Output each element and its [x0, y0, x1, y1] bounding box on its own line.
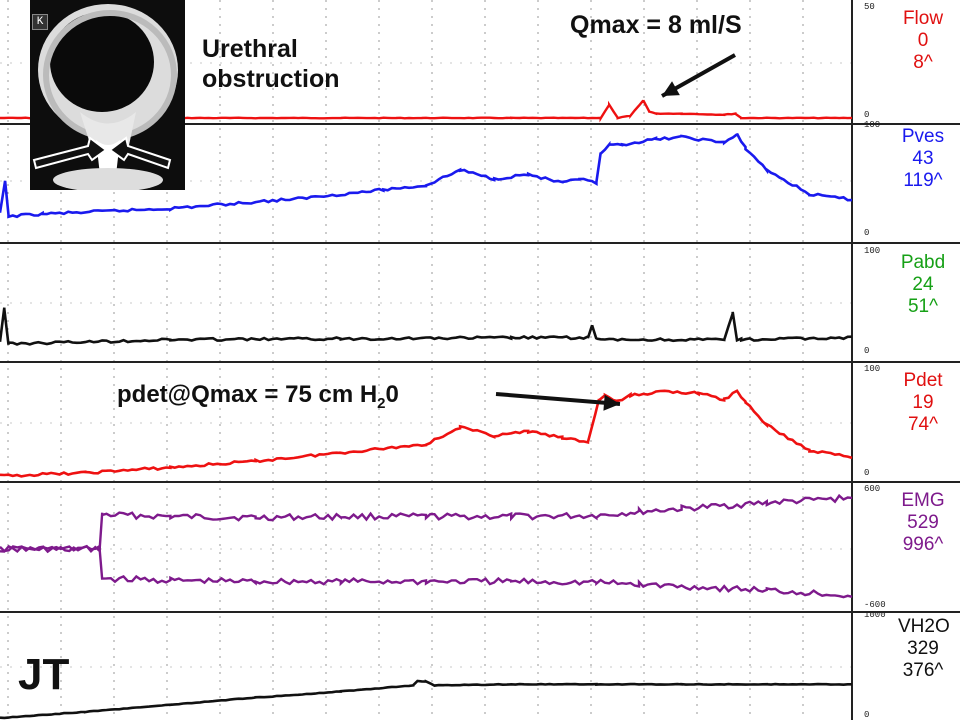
qmax-arrow [661, 53, 736, 98]
channel-name-flow: Flow [902, 8, 944, 29]
pdet-label-end: 0 [385, 381, 399, 408]
series-line-pabd [0, 307, 853, 346]
scale-bottom-pabd: 0 [864, 346, 870, 356]
series-line-pves [0, 132, 853, 219]
channel-current-flow: 0 [917, 30, 929, 51]
series-line-pdet [0, 389, 853, 478]
urethral-label-line1: Urethral [202, 35, 298, 63]
channel-name-vh2o: VH2O [898, 616, 950, 637]
pdet-arrow [495, 392, 621, 411]
channel-name-pves: Pves [901, 126, 945, 147]
channel-name-pabd: Pabd [900, 252, 946, 273]
pdet-at-qmax-label: pdet@Qmax = 75 cm H20 [117, 381, 399, 412]
channel-current-pdet: 19 [912, 392, 934, 413]
channel-peak-flow: 8^ [913, 52, 933, 73]
scale-bottom-pdet: 0 [864, 468, 870, 478]
channel-peak-pabd: 51^ [907, 296, 939, 317]
scale-bottom-flow: 0 [864, 110, 870, 120]
urethral-label-line2: obstruction [202, 65, 340, 93]
scale-top-pabd: 100 [864, 246, 881, 256]
channel-peak-vh2o: 376^ [902, 660, 944, 681]
annotation-arrows [495, 53, 736, 411]
scale-bottom-vh2o: 0 [864, 710, 870, 720]
xray-marker-badge: K [32, 14, 48, 30]
pdet-arrow-shaft [495, 392, 621, 406]
channel-peak-emg: 996^ [902, 534, 944, 555]
channel-label-flow: Flow 0 8^ [898, 8, 948, 74]
pdet-arrow-head [603, 394, 620, 411]
channel-peak-pdet: 74^ [907, 414, 939, 435]
cystogram-image: K [30, 0, 185, 190]
channel-current-pabd: 24 [912, 274, 934, 295]
channel-label-vh2o: VH2O 329 376^ [898, 616, 950, 682]
scale-top-vh2o: 1000 [864, 610, 886, 620]
channel-current-vh2o: 329 [907, 638, 939, 659]
channel-label-pabd: Pabd 24 51^ [898, 252, 948, 318]
qmax-arrow-head [662, 81, 680, 96]
pdet-label-main: pdet@Qmax = 75 cm H [117, 381, 378, 408]
qmax-label: Qmax = 8 ml/S [570, 11, 742, 39]
scale-bottom-emg: -600 [864, 600, 886, 610]
channel-current-pves: 43 [912, 148, 934, 169]
pdet-label-sub: 2 [377, 394, 386, 412]
scale-top-pves: 100 [864, 120, 881, 130]
channel-label-pdet: Pdet 19 74^ [898, 370, 948, 436]
channel-current-emg: 529 [907, 512, 939, 533]
series-line-emg-upper [0, 493, 853, 554]
scale-bottom-pves: 0 [864, 228, 870, 238]
channel-label-emg: EMG 529 996^ [898, 490, 948, 556]
series-line-vh2o [0, 679, 852, 720]
channel-name-emg: EMG [901, 490, 945, 511]
scale-top-flow: 50 [864, 2, 875, 12]
channel-name-pdet: Pdet [903, 370, 943, 391]
channel-label-pves: Pves 43 119^ [898, 126, 948, 192]
scale-top-pdet: 100 [864, 364, 881, 374]
urethral-obstruction-label: Urethral obstruction [202, 34, 402, 94]
channel-peak-pves: 119^ [903, 170, 943, 191]
scale-top-emg: 600 [864, 484, 881, 494]
series-line-emg-lower [0, 543, 853, 599]
patient-initials: JT [18, 650, 70, 699]
